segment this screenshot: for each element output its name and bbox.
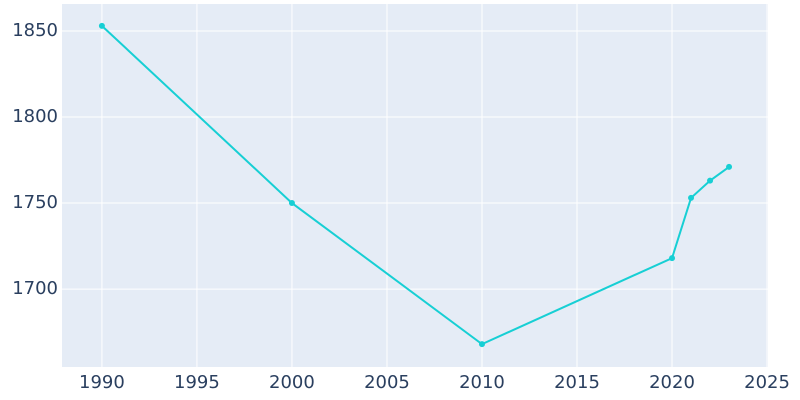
y-tick-label: 1800: [12, 106, 58, 127]
marker: [726, 163, 733, 170]
marker: [288, 200, 295, 207]
x-tick-label: 1995: [174, 372, 220, 393]
x-tick-label: 2010: [459, 372, 505, 393]
x-tick-label: 1990: [79, 372, 125, 393]
x-tick-label: 2025: [744, 372, 790, 393]
x-tick-label: 2005: [364, 372, 410, 393]
y-tick-label: 1700: [12, 278, 58, 299]
marker: [669, 255, 676, 262]
plot-area: [62, 4, 768, 367]
marker: [98, 22, 105, 29]
marker: [478, 341, 485, 348]
x-tick-label: 2000: [269, 372, 315, 393]
marker: [688, 194, 695, 201]
marker: [707, 177, 714, 184]
x-tick-label: 2015: [554, 372, 600, 393]
y-tick-label: 1850: [12, 20, 58, 41]
y-tick-label: 1750: [12, 192, 58, 213]
x-tick-label: 2020: [649, 372, 695, 393]
